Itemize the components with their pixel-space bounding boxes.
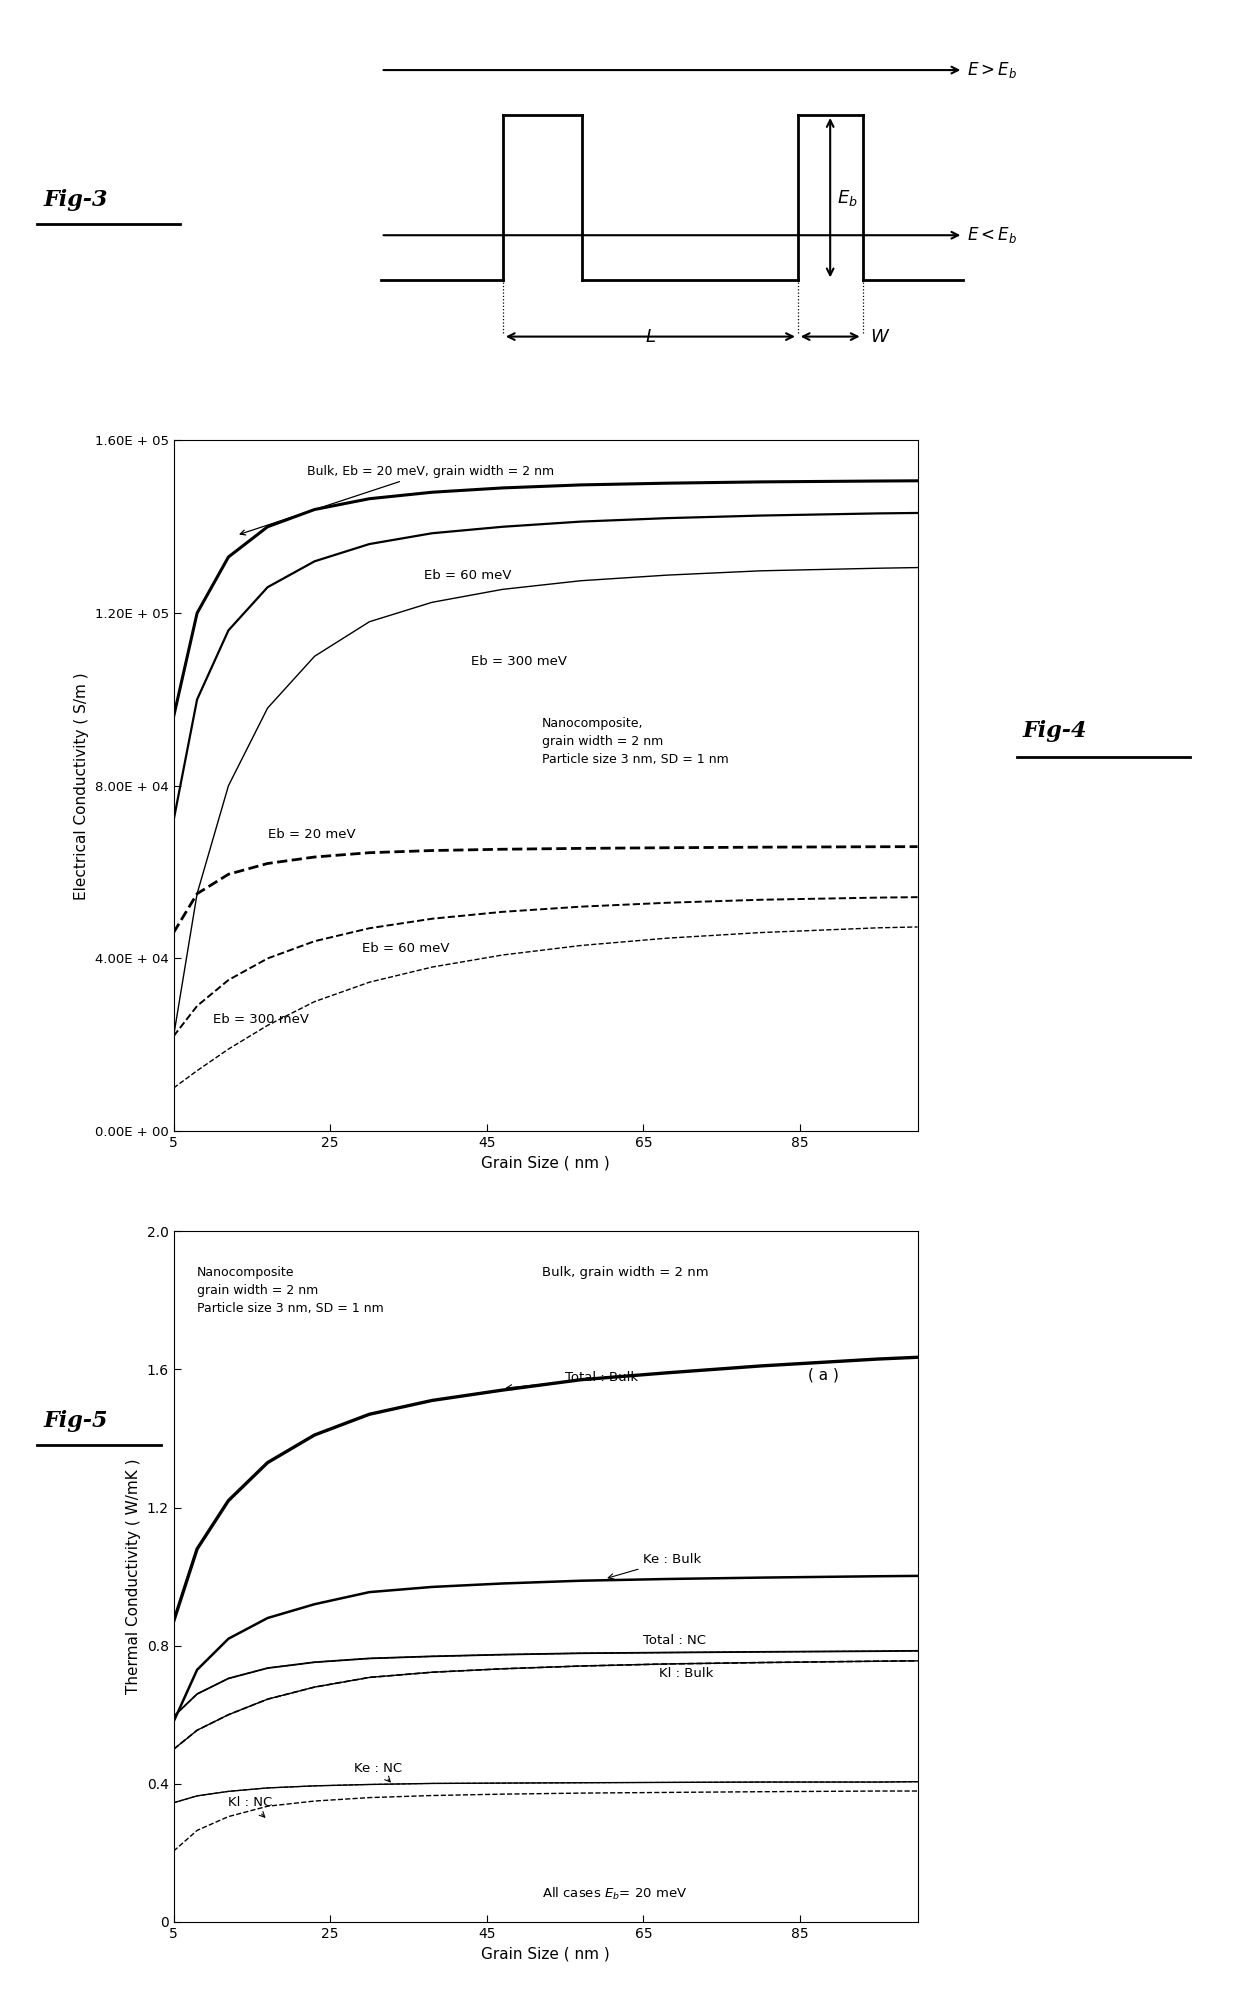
Text: Eb = 60 meV: Eb = 60 meV: [362, 943, 449, 955]
Text: Eb = 20 meV: Eb = 20 meV: [268, 827, 355, 841]
Text: Bulk, Eb = 20 meV, grain width = 2 nm: Bulk, Eb = 20 meV, grain width = 2 nm: [241, 464, 554, 535]
Text: Bulk, grain width = 2 nm: Bulk, grain width = 2 nm: [542, 1265, 708, 1279]
Text: Kl : Bulk: Kl : Bulk: [660, 1668, 713, 1680]
Text: Nanocomposite
grain width = 2 nm
Particle size 3 nm, SD = 1 nm: Nanocomposite grain width = 2 nm Particl…: [197, 1265, 384, 1315]
Text: $E>E_b$: $E>E_b$: [967, 60, 1017, 80]
Y-axis label: Electrical Conductivity ( S/m ): Electrical Conductivity ( S/m ): [74, 673, 89, 899]
Text: Fig-4: Fig-4: [1023, 721, 1087, 741]
X-axis label: Grain Size ( nm ): Grain Size ( nm ): [481, 1946, 610, 1962]
Text: Nanocomposite,
grain width = 2 nm
Particle size 3 nm, SD = 1 nm: Nanocomposite, grain width = 2 nm Partic…: [542, 717, 728, 765]
Y-axis label: Thermal Conductivity ( W/mK ): Thermal Conductivity ( W/mK ): [126, 1459, 141, 1694]
Text: $L$: $L$: [645, 328, 656, 346]
Text: All cases $E_b$= 20 meV: All cases $E_b$= 20 meV: [542, 1886, 687, 1902]
Text: Fig-5: Fig-5: [43, 1411, 108, 1431]
Text: ( a ): ( a ): [808, 1367, 839, 1381]
Text: Eb = 300 meV: Eb = 300 meV: [213, 1013, 309, 1027]
Text: Total : Bulk: Total : Bulk: [506, 1371, 639, 1389]
Text: Total : NC: Total : NC: [644, 1634, 707, 1648]
Text: $W$: $W$: [869, 328, 890, 346]
X-axis label: Grain Size ( nm ): Grain Size ( nm ): [481, 1155, 610, 1171]
Text: Kl : NC: Kl : NC: [228, 1796, 273, 1818]
Text: Ke : Bulk: Ke : Bulk: [608, 1554, 702, 1580]
Text: Ke : NC: Ke : NC: [353, 1762, 402, 1782]
Text: Fig-3: Fig-3: [43, 190, 108, 210]
Text: Eb = 60 meV: Eb = 60 meV: [424, 569, 512, 581]
Text: Eb = 300 meV: Eb = 300 meV: [471, 655, 567, 669]
Text: $E<E_b$: $E<E_b$: [967, 226, 1017, 244]
Text: $E_b$: $E_b$: [837, 188, 858, 208]
